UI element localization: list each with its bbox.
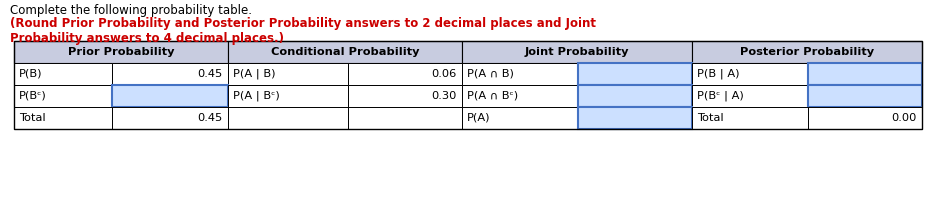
- Bar: [348, 107, 462, 129]
- Bar: [578, 85, 692, 107]
- Text: Complete the following probability table.: Complete the following probability table…: [10, 4, 256, 17]
- Text: P(A | Bᶜ): P(A | Bᶜ): [233, 91, 280, 101]
- Bar: [14, 107, 112, 129]
- Text: 0.30: 0.30: [431, 91, 457, 101]
- Text: 0.06: 0.06: [431, 69, 457, 79]
- Bar: [228, 63, 348, 85]
- Bar: [228, 41, 462, 63]
- Text: P(Bᶜ): P(Bᶜ): [19, 91, 47, 101]
- Bar: [808, 107, 922, 129]
- Bar: [14, 41, 922, 129]
- Bar: [692, 63, 808, 85]
- Bar: [14, 85, 112, 107]
- Bar: [14, 63, 112, 85]
- Text: 0.00: 0.00: [892, 113, 917, 123]
- Bar: [462, 107, 578, 129]
- Bar: [808, 63, 922, 85]
- Text: Posterior Probability: Posterior Probability: [740, 47, 874, 57]
- Bar: [14, 41, 228, 63]
- Bar: [228, 107, 348, 129]
- Text: P(A | B): P(A | B): [233, 69, 275, 79]
- Bar: [578, 63, 692, 85]
- Text: P(A ∩ Bᶜ): P(A ∩ Bᶜ): [467, 91, 519, 101]
- Text: 0.45: 0.45: [197, 69, 223, 79]
- Text: P(B): P(B): [19, 69, 42, 79]
- Text: Joint Probability: Joint Probability: [525, 47, 629, 57]
- Text: P(A ∩ B): P(A ∩ B): [467, 69, 514, 79]
- Text: Total: Total: [697, 113, 724, 123]
- Bar: [692, 107, 808, 129]
- Text: P(Bᶜ | A): P(Bᶜ | A): [697, 91, 744, 101]
- Text: P(A): P(A): [467, 113, 490, 123]
- Bar: [578, 107, 692, 129]
- Text: P(B | A): P(B | A): [697, 69, 739, 79]
- Text: Conditional Probability: Conditional Probability: [271, 47, 419, 57]
- Text: (Round Prior Probability and Posterior Probability answers to 2 decimal places a: (Round Prior Probability and Posterior P…: [10, 17, 596, 45]
- Bar: [462, 41, 692, 63]
- Bar: [348, 63, 462, 85]
- Text: Total: Total: [19, 113, 46, 123]
- Bar: [112, 85, 228, 107]
- Bar: [462, 63, 578, 85]
- Text: 0.45: 0.45: [197, 113, 223, 123]
- Bar: [112, 107, 228, 129]
- Bar: [692, 85, 808, 107]
- Bar: [348, 85, 462, 107]
- Bar: [692, 41, 922, 63]
- Bar: [112, 63, 228, 85]
- Bar: [808, 85, 922, 107]
- Text: Prior Probability: Prior Probability: [67, 47, 174, 57]
- Bar: [462, 85, 578, 107]
- Bar: [228, 85, 348, 107]
